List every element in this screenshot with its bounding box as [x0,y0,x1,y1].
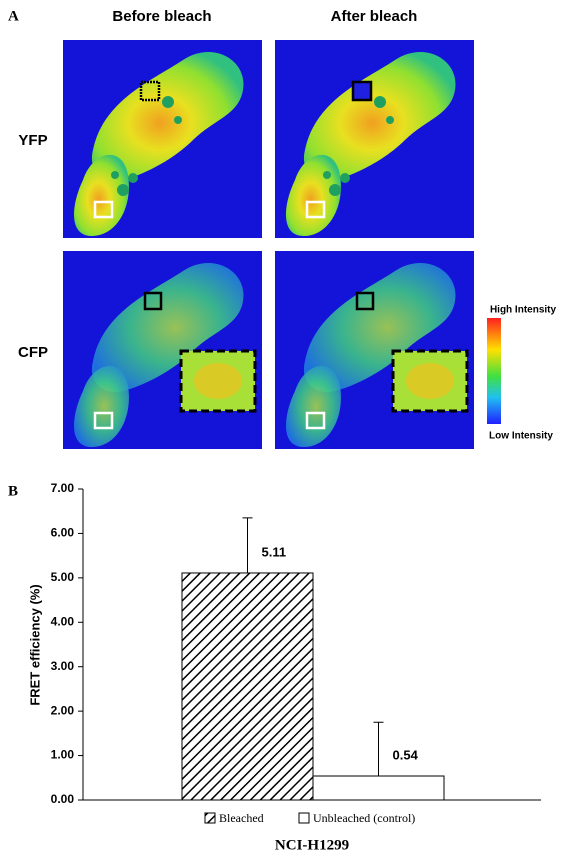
nucleolus [162,96,174,108]
roi [355,291,375,311]
cell [73,365,129,448]
x-axis-label: NCI-H1299 [275,837,349,853]
row-header: CFP [18,344,48,361]
roi [139,80,161,102]
legend-label: Bleached [219,811,264,825]
y-tick-label: 6.00 [51,526,75,540]
cell [303,262,456,392]
micrograph [63,40,262,238]
nucleolus [111,171,119,179]
y-tick-label: 7.00 [51,481,75,495]
y-tick-label: 1.00 [51,748,75,762]
y-tick-label: 4.00 [51,614,75,628]
cell [303,51,456,181]
panel-label: A [8,8,19,24]
roi [143,291,163,311]
error-bar [373,721,384,777]
roi [351,80,373,102]
y-tick-label: 2.00 [51,703,75,717]
cell [285,365,341,448]
inset-hotspot [406,363,454,399]
cell [91,262,244,392]
nucleolus [374,96,386,108]
legend-swatch [204,812,216,824]
column-header: After bleach [331,8,418,25]
value-label: 5.11 [262,544,287,559]
y-tick-label: 3.00 [51,659,75,673]
nucleolus [117,184,129,196]
control-roi [305,411,326,430]
bar-chart: 0.00 1.00 2.00 3.00 4.00 5.00 6.00 7.00 FRET eff… [27,481,541,853]
y-axis-label: FRET efficiency (%) [27,584,42,705]
y-tick-label: 5.00 [51,570,75,584]
nucleolus [386,116,394,124]
inset-hotspot [194,363,242,399]
nucleolus [340,173,350,183]
micrograph [63,251,262,449]
column-header: Before bleach [112,8,211,25]
colorbar [487,318,501,424]
nucleolus [323,171,331,179]
colorbar-high: High Intensity [490,305,557,316]
nucleolus [128,173,138,183]
bar [312,775,445,801]
colorbar-low: Low Intensity [489,431,553,442]
control-roi [93,200,114,219]
error-bar [242,517,253,573]
cell [91,51,244,181]
y-tick-label: 0.00 [51,792,75,806]
micrograph [275,251,474,449]
panel-label: B [8,483,18,499]
nucleolus [174,116,182,124]
legend-label: Unbleached (control) [313,811,415,825]
nucleolus [329,184,341,196]
bar [181,572,314,801]
micrograph [275,40,474,238]
control-roi [305,200,326,219]
legend-swatch [298,812,310,824]
control-roi [93,411,114,430]
micrographs [63,40,474,449]
row-header: YFP [18,132,47,149]
value-label: 0.54 [393,747,419,762]
